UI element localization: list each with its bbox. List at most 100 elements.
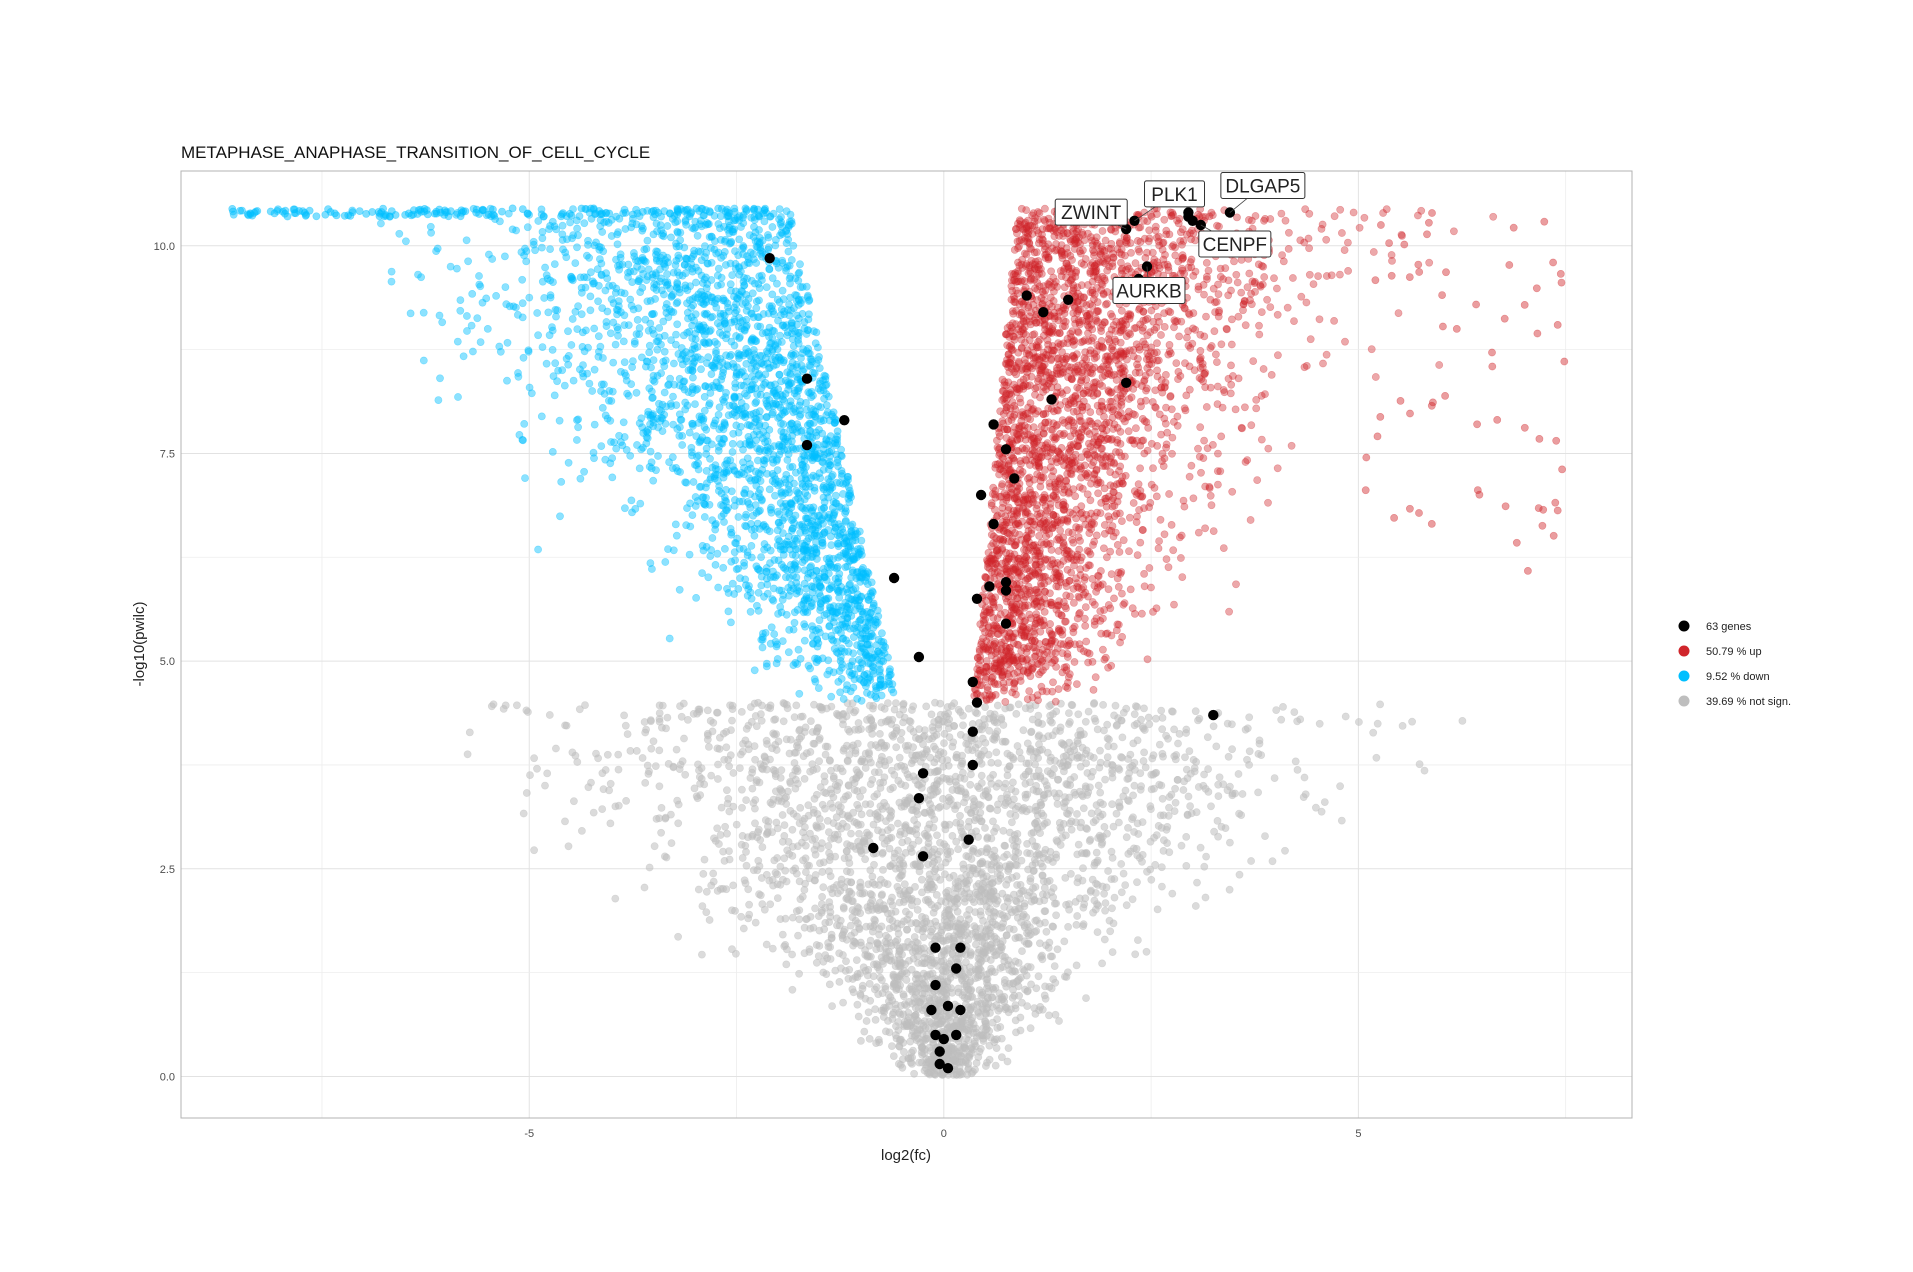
bg-point bbox=[955, 920, 963, 929]
bg-point bbox=[708, 534, 717, 542]
bg-point bbox=[387, 277, 396, 286]
bg-point bbox=[909, 728, 918, 736]
bg-point bbox=[1100, 889, 1108, 898]
bg-point bbox=[762, 940, 771, 949]
bg-point bbox=[1155, 780, 1164, 789]
bg-point bbox=[620, 711, 628, 720]
bg-point bbox=[1028, 715, 1037, 724]
bg-point bbox=[966, 977, 975, 986]
bg-point bbox=[827, 785, 835, 794]
bg-point bbox=[744, 833, 752, 842]
bg-point bbox=[598, 805, 607, 813]
bg-point bbox=[729, 769, 738, 777]
bg-point bbox=[863, 952, 872, 961]
bg-point bbox=[1373, 719, 1382, 728]
bg-point bbox=[1001, 953, 1009, 961]
bg-point bbox=[964, 1064, 973, 1072]
bg-point bbox=[1095, 763, 1104, 772]
bg-point bbox=[954, 882, 963, 890]
bg-point bbox=[939, 795, 947, 803]
bg-point bbox=[930, 732, 939, 741]
bg-point bbox=[817, 505, 826, 514]
grid-lines bbox=[181, 171, 1632, 1118]
bg-point bbox=[1341, 712, 1350, 721]
bg-point bbox=[558, 221, 567, 230]
bg-point bbox=[849, 683, 858, 692]
bg-point bbox=[621, 225, 630, 233]
bg-point bbox=[862, 922, 871, 931]
bg-point bbox=[775, 215, 783, 224]
bg-point bbox=[1234, 770, 1243, 778]
bg-point bbox=[833, 764, 841, 772]
bg-point bbox=[594, 281, 603, 290]
bg-point bbox=[853, 1000, 862, 1009]
bg-point bbox=[1217, 822, 1226, 831]
bg-point bbox=[673, 320, 682, 329]
bg-point bbox=[770, 856, 779, 865]
bg-point bbox=[782, 470, 791, 479]
bg-point bbox=[1126, 750, 1135, 759]
bg-point bbox=[986, 709, 995, 718]
bg-point bbox=[1124, 774, 1133, 783]
bg-point bbox=[721, 496, 730, 505]
bg-point bbox=[782, 610, 791, 619]
bg-point bbox=[1071, 898, 1080, 906]
bg-point bbox=[1270, 774, 1279, 782]
bg-point bbox=[819, 968, 828, 977]
bg-point bbox=[1200, 862, 1209, 871]
bg-point bbox=[1290, 708, 1299, 716]
bg-point bbox=[858, 981, 867, 990]
bg-point bbox=[584, 240, 592, 249]
bg-point bbox=[524, 708, 532, 716]
bg-point bbox=[770, 630, 779, 638]
bg-point bbox=[918, 875, 926, 884]
bg-point bbox=[856, 991, 865, 1000]
bg-point bbox=[789, 571, 797, 580]
bg-point bbox=[1014, 982, 1023, 991]
bg-point bbox=[1165, 803, 1173, 812]
bg-point bbox=[628, 219, 637, 228]
bg-point bbox=[824, 842, 833, 850]
bg-point bbox=[843, 699, 852, 707]
bg-point bbox=[1107, 847, 1116, 856]
bg-point bbox=[815, 815, 824, 823]
bg-point bbox=[758, 843, 767, 851]
bg-point bbox=[746, 774, 755, 782]
bg-point bbox=[1317, 807, 1326, 816]
bg-point bbox=[1114, 764, 1123, 773]
bg-point bbox=[916, 862, 925, 870]
bg-point bbox=[714, 775, 722, 783]
bg-point bbox=[993, 806, 1002, 815]
bg-point bbox=[673, 796, 682, 805]
bg-point bbox=[794, 645, 803, 654]
bg-point bbox=[645, 462, 654, 471]
bg-point bbox=[992, 824, 1000, 832]
bg-point bbox=[984, 981, 992, 990]
bg-point bbox=[896, 1061, 905, 1069]
bg-point bbox=[986, 774, 995, 783]
bg-point bbox=[884, 715, 893, 724]
bg-point bbox=[710, 834, 718, 843]
bg-point bbox=[904, 741, 913, 750]
bg-point bbox=[794, 842, 802, 851]
bg-point bbox=[1115, 802, 1124, 811]
bg-point bbox=[1096, 746, 1104, 755]
bg-point bbox=[522, 789, 531, 797]
bg-point bbox=[1033, 842, 1041, 851]
bg-point bbox=[998, 937, 1007, 946]
bg-point bbox=[1003, 912, 1011, 921]
bg-point bbox=[825, 867, 833, 876]
bg-point bbox=[1168, 707, 1176, 716]
bg-point bbox=[943, 917, 952, 926]
bg-point bbox=[730, 548, 739, 557]
bg-point bbox=[892, 723, 901, 732]
bg-point bbox=[911, 1031, 920, 1040]
bg-point bbox=[819, 858, 828, 867]
bg-point bbox=[1023, 929, 1031, 937]
bg-point bbox=[611, 894, 620, 903]
bg-point bbox=[834, 678, 843, 686]
bg-point bbox=[654, 452, 662, 460]
bg-point bbox=[878, 805, 887, 813]
bg-point bbox=[1337, 816, 1346, 825]
bg-point bbox=[571, 259, 580, 267]
